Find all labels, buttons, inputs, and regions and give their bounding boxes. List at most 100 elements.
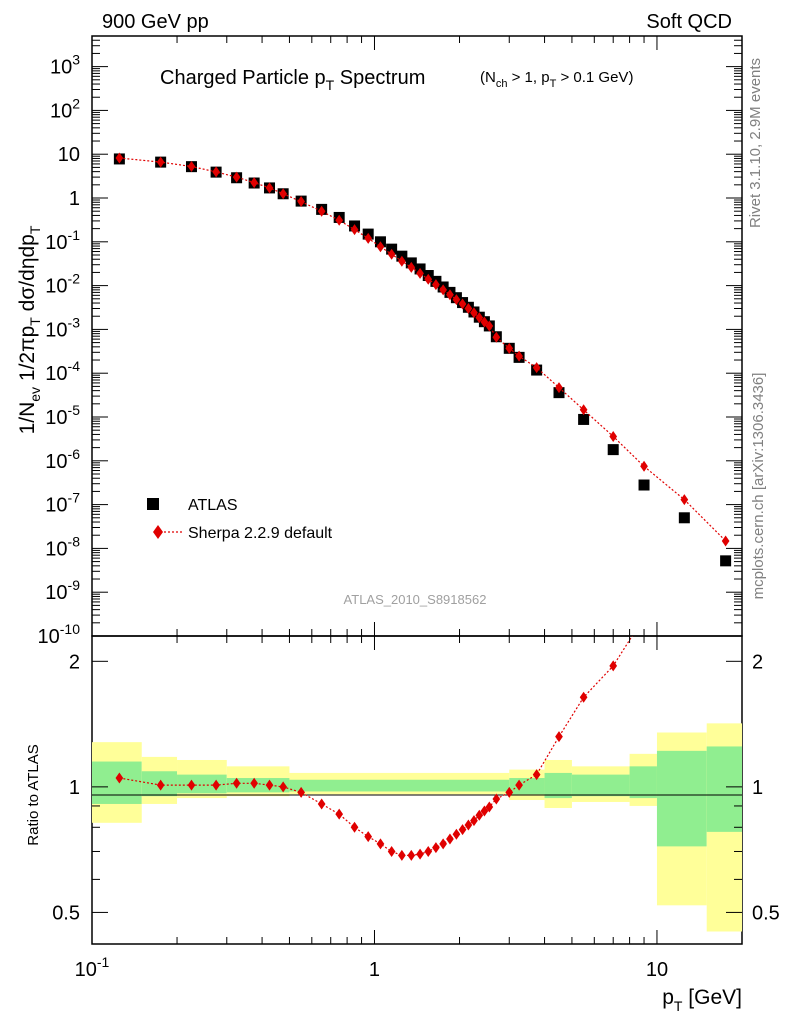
ratio-y-tick-label-right: 2 [752, 651, 763, 673]
main-y-tick-label: 10-9 [45, 577, 80, 604]
sherpa-point [609, 430, 618, 442]
legend-atlas-label: ATLAS [188, 497, 238, 514]
ratio-sherpa-point [424, 845, 433, 857]
atlas-point [578, 413, 590, 425]
main-y-axis-label: 1/Nev 1/2πpT dσ/dηdpT [16, 225, 43, 434]
main-y-tick-label: 1 [69, 188, 80, 210]
ratio-sherpa-point [317, 798, 326, 810]
sherpa-point [279, 188, 288, 200]
ratio-sherpa-point [446, 833, 454, 845]
ratio-sherpa-point [515, 779, 523, 791]
main-y-tick-label: 10-7 [45, 490, 80, 517]
x-axis-label: pT [GeV] [662, 986, 742, 1014]
ratio-sherpa-point [452, 828, 461, 840]
ratio-sherpa-point [505, 786, 514, 798]
ratio-sherpa-point [364, 831, 373, 843]
main-x-ticks [91, 36, 743, 636]
sherpa-point [532, 362, 541, 374]
sherpa-point [492, 331, 501, 343]
x-tick-label: 10 [646, 959, 668, 981]
ratio-sherpa-point [464, 819, 473, 831]
ratio-y-axis-label: Ratio to ATLAS [25, 744, 42, 845]
sherpa-point [458, 298, 467, 310]
ratio-sherpa-point [485, 801, 494, 813]
chart-subtitle: (Nch > 1, pT > 0.1 GeV) [480, 69, 633, 90]
sherpa-point [439, 284, 447, 296]
ratio-sherpa-point [376, 838, 385, 850]
analysis-id: ATLAS_2010_S8918562 [344, 592, 487, 607]
main-y-tick-label: 10-10 [38, 621, 81, 648]
atlas-point [638, 479, 650, 491]
legend-sherpa-label: Sherpa 2.2.9 default [188, 525, 333, 542]
sherpa-point [265, 182, 274, 194]
sherpa-point [579, 404, 588, 416]
x-tick-label: 1 [369, 959, 380, 981]
main-y-tick-label: 10-5 [45, 402, 80, 429]
sherpa-point [640, 460, 648, 472]
atlas-point [678, 512, 690, 524]
chart-title: Charged Particle pT Spectrum [160, 67, 425, 93]
ratio-sherpa-point [475, 809, 484, 821]
header-left: 900 GeV pp [102, 11, 209, 33]
sherpa-point [407, 261, 416, 273]
ratio-sherpa-point [432, 842, 440, 854]
ratio-y-tick-label-right: 1 [752, 777, 763, 799]
main-y-tick-label: 10-8 [45, 533, 80, 560]
stat-uncertainty-band [571, 774, 630, 797]
main-plot-frame [91, 35, 743, 637]
ratio-sherpa-point [492, 793, 501, 805]
x-tick-label: 10-1 [75, 954, 110, 981]
ratio-sherpa-point [439, 838, 447, 850]
main-y-tick-label: 103 [50, 52, 80, 79]
sherpa-point [446, 289, 454, 301]
ratio-sherpa-point [250, 777, 259, 789]
sherpa-line [119, 157, 727, 542]
mcplots-reference-text: mcplots.cern.ch [arXiv:1306.3436] [750, 373, 767, 600]
sherpa-point [350, 224, 359, 236]
ratio-sherpa-point [416, 848, 424, 860]
main-y-ticks: 10-10 10-9 10-8 10-7 10-6 10-5 10-4 10-3 10-2 10-… [38, 35, 742, 648]
stat-uncertainty-band [177, 774, 227, 794]
ratio-sherpa-point [232, 777, 241, 789]
sherpa-point [335, 214, 344, 226]
ratio-sherpa-point [265, 779, 274, 791]
ratio-x-ticks: 10-1 1 10 [75, 636, 743, 981]
ratio-y-tick-label-left: 1 [69, 777, 80, 799]
ratio-sherpa-line [119, 636, 633, 856]
sherpa-point [555, 382, 563, 394]
ratio-uncertainty-bands [92, 723, 742, 932]
ratio-sherpa-point [212, 779, 220, 791]
sherpa-point [505, 342, 514, 354]
sherpa-point [721, 535, 730, 547]
ratio-y-tick-label-right: 0.5 [752, 902, 780, 924]
stat-uncertainty-band [289, 779, 510, 792]
ratio-sherpa-point [407, 849, 416, 861]
sherpa-point [398, 255, 406, 267]
ratio-sherpa-point [187, 779, 196, 791]
ratio-sherpa-point [279, 781, 288, 793]
sherpa-point [364, 232, 373, 244]
ratio-sherpa-point [335, 808, 344, 820]
sherpa-point [424, 273, 433, 285]
ratio-sherpa-point [458, 824, 467, 836]
ratio-sherpa-point [115, 772, 124, 784]
sherpa-point [297, 196, 305, 208]
ratio-sherpa-point [387, 845, 396, 857]
stat-uncertainty-band [706, 746, 742, 832]
ratio-sherpa-point [470, 815, 478, 827]
ratio-sherpa-point [398, 849, 406, 861]
sherpa-point [452, 294, 461, 306]
main-y-tick-label: 10-1 [45, 227, 80, 254]
stat-uncertainty-band [629, 766, 657, 799]
sherpa-point [480, 316, 489, 328]
sherpa-point [432, 279, 440, 291]
sherpa-point [387, 248, 396, 260]
sherpa-point [212, 166, 220, 178]
atlas-point [720, 555, 732, 567]
legend-atlas-marker [147, 498, 159, 510]
ratio-y-ticks: 0.5 0.5 1 1 2 2 [52, 651, 780, 924]
sherpa-point [376, 241, 385, 253]
sherpa-point [317, 205, 326, 217]
ratio-series-layer [115, 636, 633, 861]
